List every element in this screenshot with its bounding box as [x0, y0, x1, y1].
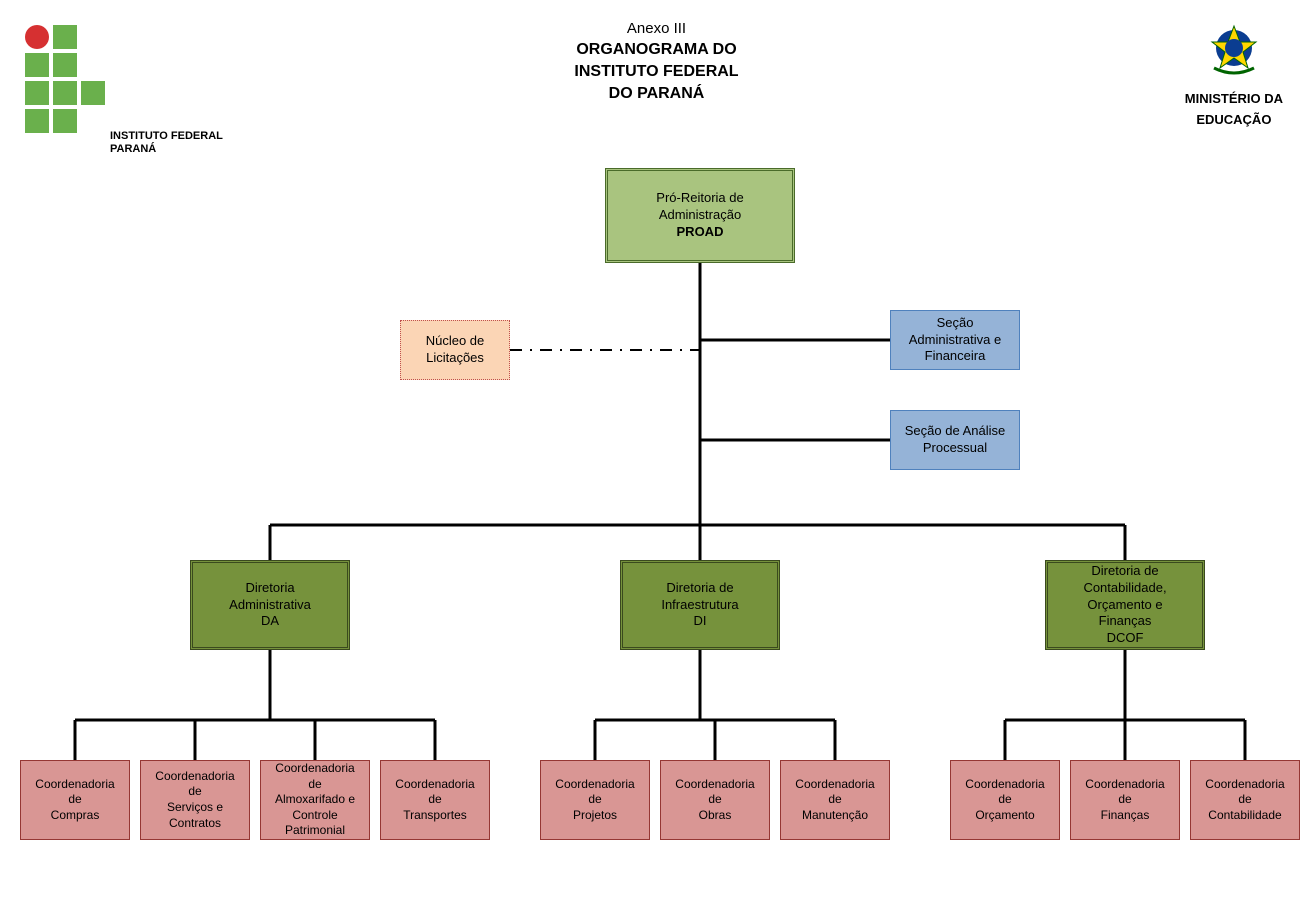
- node-secao-analise-processual: Seção de Análise Processual: [890, 410, 1020, 470]
- node-coordenadoria-6: CoordenadoriadeManutenção: [780, 760, 890, 840]
- org-chart: Pró-Reitoria de Administração PROAD Núcl…: [0, 0, 1313, 921]
- node-diretoria-da: Diretoria Administrativa DA: [190, 560, 350, 650]
- node-coordenadoria-9: CoordenadoriadeContabilidade: [1190, 760, 1300, 840]
- node-coordenadoria-2: CoordenadoriadeAlmoxarifado eControlePat…: [260, 760, 370, 840]
- node-diretoria-di: Diretoria de Infraestrutura DI: [620, 560, 780, 650]
- node-coordenadoria-4: CoordenadoriadeProjetos: [540, 760, 650, 840]
- node-nucleo-licitacoes: Núcleo de Licitações: [400, 320, 510, 380]
- node-coordenadoria-1: CoordenadoriadeServiços eContratos: [140, 760, 250, 840]
- node-coordenadoria-7: CoordenadoriadeOrçamento: [950, 760, 1060, 840]
- node-coordenadoria-0: CoordenadoriadeCompras: [20, 760, 130, 840]
- node-coordenadoria-8: CoordenadoriadeFinanças: [1070, 760, 1180, 840]
- node-secao-admin-financeira: Seção Administrativa e Financeira: [890, 310, 1020, 370]
- node-coordenadoria-3: CoordenadoriadeTransportes: [380, 760, 490, 840]
- node-diretoria-dcof: Diretoria de Contabilidade, Orçamento e …: [1045, 560, 1205, 650]
- node-coordenadoria-5: CoordenadoriadeObras: [660, 760, 770, 840]
- node-proad: Pró-Reitoria de Administração PROAD: [605, 168, 795, 263]
